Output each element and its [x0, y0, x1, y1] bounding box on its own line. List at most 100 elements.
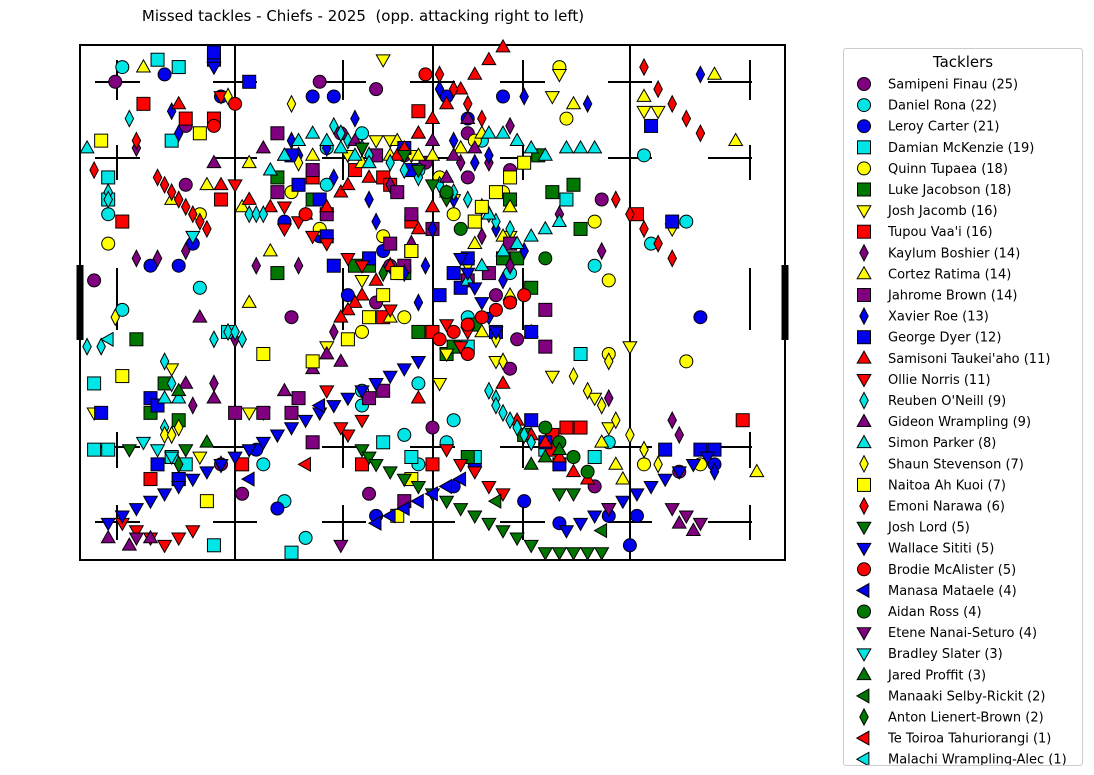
tackle-marker-3-21 — [587, 450, 602, 464]
tackle-marker-22-38 — [671, 466, 687, 480]
tackle-marker-15-2 — [103, 190, 113, 209]
tackle-marker-6-1 — [368, 135, 384, 149]
tackle-marker-0-16 — [235, 486, 250, 501]
tackle-marker-15-22 — [399, 160, 410, 180]
tackle-marker-2-8 — [171, 258, 186, 273]
tackle-marker-17-1 — [171, 389, 187, 404]
tackle-marker-20-5 — [173, 190, 184, 209]
tackle-marker-28-1 — [199, 434, 215, 448]
tackle-marker-16-6 — [319, 345, 335, 360]
tackle-marker-12-12 — [432, 288, 447, 303]
tackle-marker-13-11 — [410, 125, 427, 139]
tackle-marker-9-4 — [234, 198, 250, 213]
tackle-marker-29-0 — [487, 493, 502, 509]
tackle-marker-3-14 — [376, 435, 391, 450]
tackle-marker-27-1 — [135, 436, 152, 451]
tackle-marker-22-8 — [199, 466, 215, 480]
legend-marker-16 — [856, 413, 872, 427]
tackle-marker-11-16 — [484, 146, 494, 165]
tackle-marker-18-15 — [653, 455, 663, 474]
tackle-marker-14-20 — [481, 481, 497, 495]
tackle-marker-11-11 — [413, 293, 424, 312]
tackle-marker-1-1 — [101, 207, 116, 222]
tackle-marker-8-21 — [667, 411, 677, 430]
tackle-marker-21-1 — [178, 444, 194, 458]
tackle-marker-3-6 — [87, 376, 102, 391]
tackle-marker-11-6 — [350, 109, 360, 128]
tackle-marker-25-5 — [566, 450, 581, 464]
tackle-marker-1-15 — [411, 376, 426, 391]
legend-marker-8 — [859, 243, 869, 263]
legend-label-5: Luke Jacobson (18) — [888, 183, 1011, 198]
tackle-marker-17-7 — [319, 132, 335, 147]
legend-marker-3 — [857, 140, 871, 155]
tackle-marker-27-2 — [149, 444, 166, 458]
tackle-marker-16-3 — [206, 389, 222, 404]
legend-marker-32 — [855, 751, 870, 765]
tackle-marker-16-4 — [276, 382, 293, 397]
tackle-marker-18-5 — [166, 425, 177, 445]
tackle-marker-7-4 — [214, 192, 228, 207]
legend-marker-30 — [859, 707, 869, 727]
tackle-marker-23-3 — [418, 67, 433, 82]
tackle-marker-22-11 — [241, 444, 257, 458]
tackle-marker-14-26 — [171, 532, 187, 547]
tackle-marker-20-9 — [202, 219, 212, 239]
tackle-marker-26-3 — [664, 503, 680, 517]
tackle-marker-6-14 — [431, 378, 448, 392]
tackle-marker-18-10 — [582, 381, 593, 400]
legend-label-17: Simon Parker (8) — [888, 436, 996, 451]
tackle-marker-0-10 — [488, 288, 503, 303]
tackle-marker-16-17 — [142, 529, 159, 544]
legend-label-19: Naitoa Ah Kuoi (7) — [888, 478, 1006, 493]
tackle-marker-10-21 — [538, 339, 553, 354]
tackle-marker-14-8 — [354, 260, 370, 274]
tackle-marker-22-3 — [128, 503, 145, 517]
legend-marker-25 — [857, 604, 871, 619]
tackle-marker-4-7 — [355, 324, 369, 339]
legend-label-16: Gideon Wrampling (9) — [888, 415, 1031, 430]
tackle-marker-10-8 — [404, 207, 419, 222]
tackle-marker-8-8 — [251, 256, 262, 275]
tackle-marker-9-26 — [594, 434, 610, 448]
tackle-marker-9-5 — [241, 294, 257, 308]
tackle-marker-14-7 — [340, 252, 356, 267]
tackle-marker-8-9 — [293, 256, 304, 275]
tackle-marker-8-22 — [674, 425, 685, 445]
tackle-marker-21-3 — [396, 149, 412, 164]
tackle-marker-13-16 — [481, 51, 497, 66]
tackle-marker-17-13 — [509, 132, 525, 147]
legend-marker-17 — [856, 434, 872, 449]
tackle-marker-19-4 — [256, 347, 271, 361]
tackle-marker-22-14 — [283, 422, 300, 436]
tackle-marker-8-10 — [329, 322, 339, 342]
tackle-marker-21-15 — [453, 503, 469, 517]
tackle-marker-3-15 — [404, 450, 419, 464]
tackle-marker-17-15 — [537, 147, 553, 161]
legend-label-4: Quinn Tupaea (18) — [888, 162, 1008, 177]
tackle-marker-1-25 — [397, 427, 412, 442]
tackle-marker-22-31 — [572, 517, 589, 532]
tackle-marker-17-24 — [523, 228, 539, 242]
tackle-marker-16-11 — [467, 139, 483, 154]
tackle-marker-9-8 — [304, 147, 321, 161]
tackle-marker-7-14 — [235, 457, 250, 472]
tackle-marker-20-19 — [611, 190, 621, 209]
tackle-marker-20-16 — [667, 94, 677, 114]
tackle-marker-15-12 — [237, 330, 247, 349]
tackle-marker-23-7 — [460, 317, 475, 332]
tackle-marker-4-0 — [101, 236, 116, 251]
tackle-marker-1-4 — [192, 280, 207, 295]
tackle-marker-20-20 — [625, 205, 635, 224]
tackle-marker-13-0 — [171, 95, 187, 110]
tackle-marker-20-15 — [653, 79, 663, 99]
tackle-marker-18-3 — [110, 308, 121, 327]
tackle-marker-7-22 — [735, 413, 750, 428]
tackle-marker-24-8 — [452, 471, 467, 487]
tackle-marker-22-28 — [460, 267, 476, 282]
tackle-marker-6-23 — [544, 91, 561, 105]
tackle-marker-21-16 — [467, 510, 483, 525]
tackle-marker-26-5 — [692, 517, 709, 532]
tackle-marker-21-12 — [410, 481, 427, 495]
tackle-marker-12-2 — [242, 74, 257, 89]
